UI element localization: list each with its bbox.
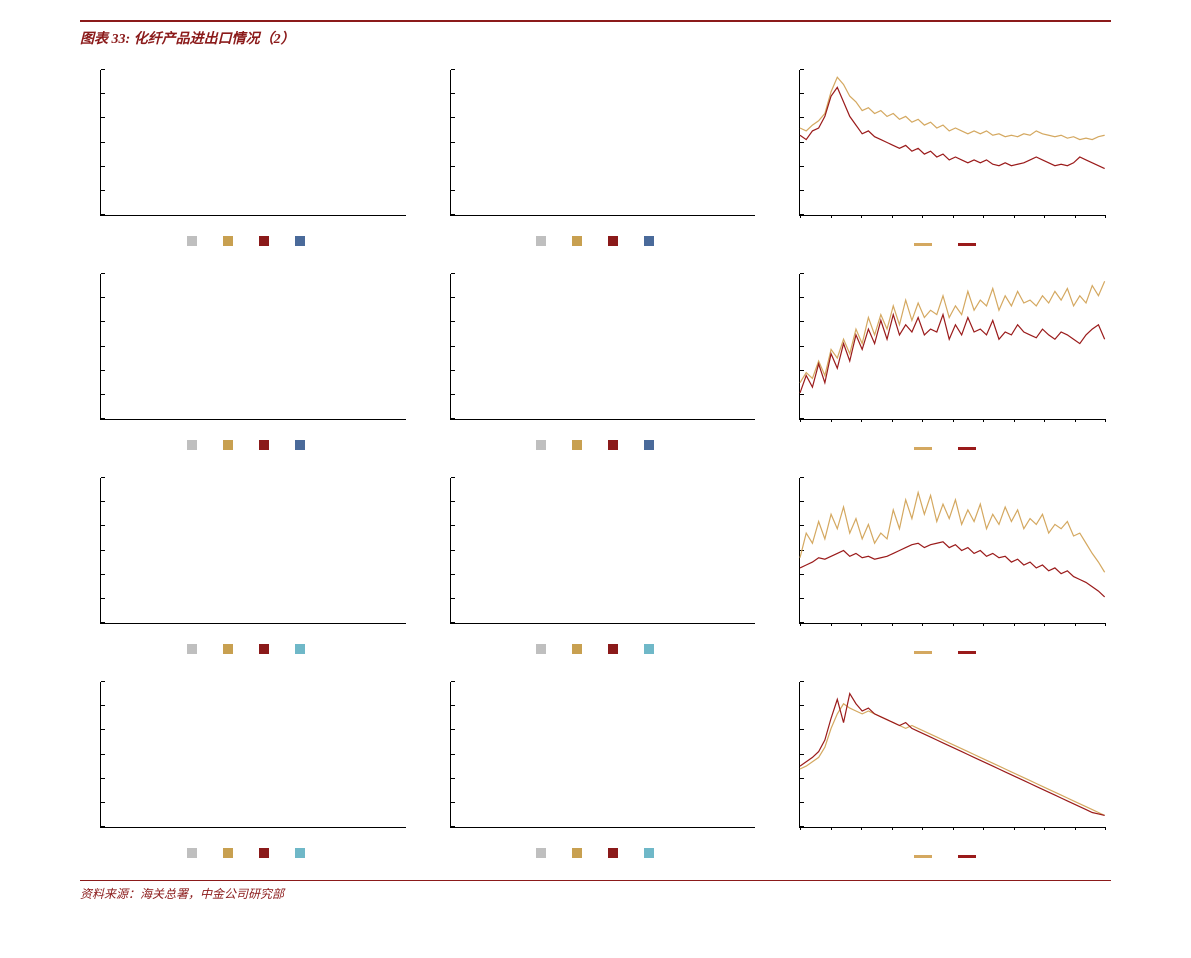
- legend-swatch: [536, 236, 546, 246]
- legend-swatch: [187, 644, 197, 654]
- legend-swatch: [572, 236, 582, 246]
- legend: [779, 651, 1111, 654]
- legend-swatch: [608, 440, 618, 450]
- legend-swatch: [259, 644, 269, 654]
- chart-title: 图表 33: 化纤产品进出口情况（2）: [80, 20, 1111, 52]
- plot-area: [799, 274, 1105, 420]
- legend: [430, 848, 762, 858]
- line-series: [800, 704, 1105, 816]
- legend: [80, 848, 412, 858]
- legend-swatch: [223, 644, 233, 654]
- legend-swatch: [223, 440, 233, 450]
- legend-swatch: [536, 848, 546, 858]
- legend: [430, 236, 762, 246]
- legend: [779, 855, 1111, 858]
- chart-panel: [779, 266, 1111, 456]
- legend: [779, 243, 1111, 246]
- plot-area: [450, 478, 756, 624]
- plot-area: [100, 274, 406, 420]
- legend-swatch: [644, 440, 654, 450]
- legend: [80, 236, 412, 246]
- legend-swatch: [295, 848, 305, 858]
- legend-swatch: [223, 848, 233, 858]
- chart-panel: [779, 470, 1111, 660]
- plot-area: [799, 70, 1105, 216]
- chart-panel: [430, 674, 762, 864]
- legend-swatch: [608, 644, 618, 654]
- legend-swatch: [259, 440, 269, 450]
- line-series: [800, 694, 1105, 816]
- plot-area: [799, 682, 1105, 828]
- legend-swatch: [223, 236, 233, 246]
- legend-swatch: [572, 848, 582, 858]
- chart-source: 资料来源：海关总署，中金公司研究部: [80, 880, 1111, 902]
- legend-swatch: [608, 236, 618, 246]
- legend-swatch: [958, 855, 976, 858]
- legend: [430, 440, 762, 450]
- line-series: [800, 315, 1105, 393]
- chart-grid: [80, 62, 1111, 864]
- legend-swatch: [958, 447, 976, 450]
- legend-swatch: [914, 447, 932, 450]
- legend-swatch: [295, 236, 305, 246]
- legend-swatch: [644, 644, 654, 654]
- plot-area: [100, 70, 406, 216]
- legend-swatch: [536, 440, 546, 450]
- line-series: [800, 542, 1105, 597]
- legend-swatch: [187, 848, 197, 858]
- plot-area: [450, 274, 756, 420]
- legend-swatch: [259, 848, 269, 858]
- legend-swatch: [958, 243, 976, 246]
- chart-panel: [430, 266, 762, 456]
- chart-panel: [430, 470, 762, 660]
- chart-panel: [430, 62, 762, 252]
- chart-panel: [80, 266, 412, 456]
- legend: [430, 644, 762, 654]
- legend-swatch: [914, 243, 932, 246]
- legend-swatch: [608, 848, 618, 858]
- legend: [80, 440, 412, 450]
- plot-area: [100, 682, 406, 828]
- plot-area: [450, 682, 756, 828]
- legend-swatch: [644, 236, 654, 246]
- legend-swatch: [958, 651, 976, 654]
- chart-panel: [80, 470, 412, 660]
- chart-panel: [779, 62, 1111, 252]
- legend-swatch: [572, 440, 582, 450]
- chart-panel: [779, 674, 1111, 864]
- chart-panel: [80, 62, 412, 252]
- legend-swatch: [187, 440, 197, 450]
- plot-area: [100, 478, 406, 624]
- plot-area: [799, 478, 1105, 624]
- legend: [779, 447, 1111, 450]
- line-series: [800, 493, 1105, 573]
- legend-swatch: [259, 236, 269, 246]
- legend-swatch: [187, 236, 197, 246]
- chart-panel: [80, 674, 412, 864]
- legend: [80, 644, 412, 654]
- plot-area: [450, 70, 756, 216]
- legend-swatch: [572, 644, 582, 654]
- legend-swatch: [295, 644, 305, 654]
- legend-swatch: [644, 848, 654, 858]
- legend-swatch: [295, 440, 305, 450]
- legend-swatch: [914, 855, 932, 858]
- legend-swatch: [914, 651, 932, 654]
- line-series: [800, 87, 1105, 168]
- legend-swatch: [536, 644, 546, 654]
